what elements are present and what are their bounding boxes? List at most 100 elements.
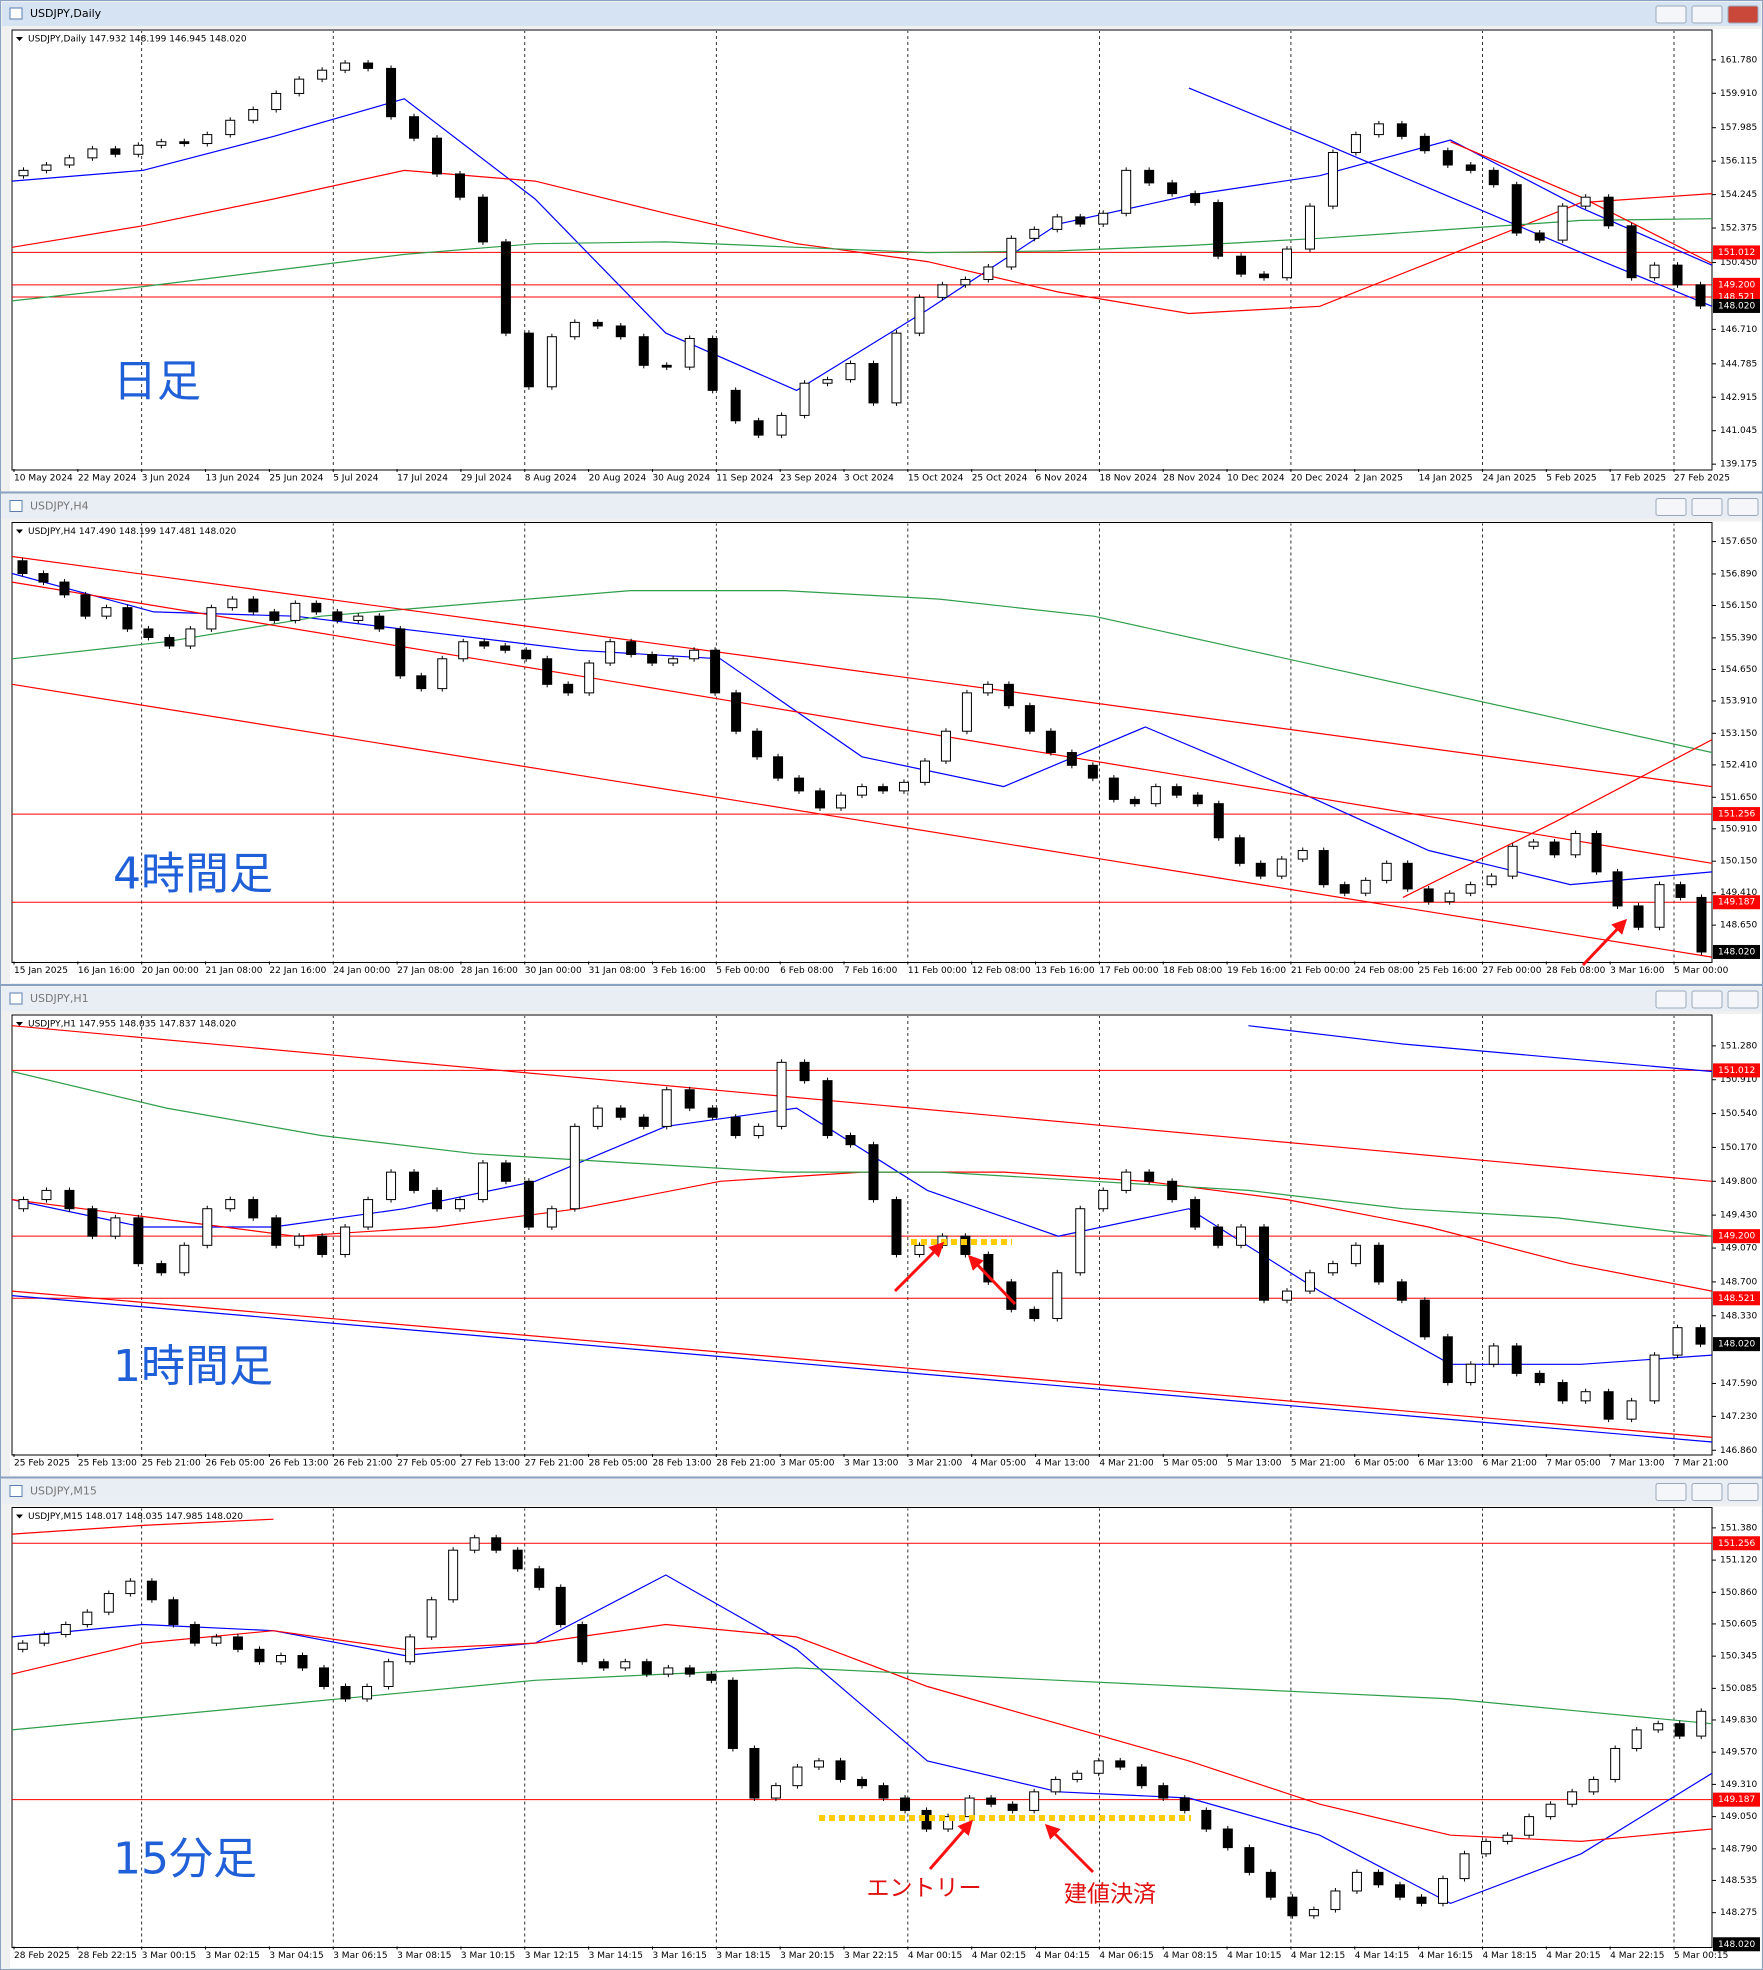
maximize-button[interactable] [1691, 498, 1723, 516]
y-tick-label: 156.890 [1720, 569, 1757, 579]
window-icon [9, 992, 23, 1005]
close-button[interactable] [1727, 990, 1759, 1009]
chart-info: USDJPY,H4 147.490 148.199 147.481 148.02… [28, 527, 237, 537]
candle [982, 683, 993, 694]
candle [1350, 1244, 1361, 1265]
candle [813, 1760, 824, 1768]
candle [943, 1816, 954, 1830]
candle [1024, 705, 1035, 732]
candle [822, 1080, 833, 1137]
candle [87, 1208, 98, 1237]
candle [1567, 1791, 1578, 1805]
candle [1144, 169, 1155, 184]
price-tag [1713, 807, 1760, 822]
candle [1695, 1327, 1706, 1345]
y-tick-label: 148.700 [1720, 1277, 1757, 1287]
candle [1093, 1760, 1104, 1774]
x-tick-label: 27 Feb 05:00 [397, 1459, 456, 1469]
x-tick-label: 25 Feb 13:00 [78, 1459, 137, 1469]
plot-border [11, 1507, 1713, 1948]
candle [469, 1537, 480, 1551]
candle [454, 173, 465, 198]
candle [1276, 858, 1287, 877]
indicator-line [12, 1295, 1712, 1443]
candle [615, 325, 626, 338]
candle [110, 1217, 121, 1237]
x-tick-label: 27 Feb 13:00 [461, 1459, 520, 1469]
x-tick-label: 31 Jan 08:00 [589, 966, 646, 976]
candle [1213, 202, 1224, 257]
candle [1419, 1299, 1430, 1338]
info-marker [16, 529, 23, 534]
candle [1524, 1816, 1535, 1836]
last-price-tag [1713, 1937, 1760, 1952]
price-tag [1713, 895, 1760, 910]
x-tick-label: 3 Mar 16:00 [1610, 966, 1665, 976]
x-tick-label: 3 Mar 05:00 [780, 1459, 835, 1469]
candle [776, 1061, 787, 1127]
candle [479, 641, 490, 647]
candle [232, 1636, 243, 1650]
x-tick-label: 3 Mar 04:15 [269, 1951, 323, 1961]
candle [868, 1144, 879, 1201]
candle [1045, 730, 1056, 754]
candle [900, 1797, 911, 1811]
candle [1442, 150, 1453, 166]
x-tick-label: 23 Sep 2024 [780, 474, 837, 484]
y-tick-label: 154.245 [1720, 190, 1757, 200]
candle [133, 1217, 144, 1265]
candle [857, 786, 867, 796]
candle [749, 1747, 760, 1799]
price-tag-label: 149.200 [1718, 1232, 1755, 1242]
chart-window: USDJPY,H4 15 Jan 2025 16 Jan 16:00 20 Jan 0… [0, 492, 1763, 985]
maximize-button[interactable] [1691, 990, 1723, 1009]
x-tick-label: 8 Aug 2024 [525, 474, 577, 484]
x-tick-label: 28 Feb 2025 [14, 1951, 70, 1961]
x-tick-label: 28 Jan 16:00 [461, 966, 518, 976]
chart-window: USDJPY,M15 28 Feb 2025 28 Feb 22:15 3 Mar 0… [0, 1477, 1763, 1970]
candle [668, 658, 679, 664]
minimize-button[interactable] [1655, 498, 1687, 516]
close-button[interactable] [1727, 1483, 1759, 1501]
candle [39, 1633, 50, 1644]
minimize-button[interactable] [1655, 5, 1687, 24]
candle [1029, 1308, 1040, 1320]
x-tick-label: 3 Mar 18:15 [716, 1951, 770, 1961]
x-tick-label: 4 Mar 12:15 [1291, 1951, 1345, 1961]
x-tick-label: 15 Jan 2025 [14, 966, 68, 976]
y-tick-label: 155.390 [1720, 633, 1757, 643]
candle [1350, 134, 1361, 153]
candle [179, 141, 190, 145]
candle [663, 1667, 674, 1675]
x-tick-label: 3 Mar 22:15 [844, 1951, 898, 1961]
plot [12, 31, 1712, 468]
minimize-button[interactable] [1655, 990, 1687, 1009]
y-tick-label: 149.050 [1720, 1812, 1757, 1822]
candle [353, 615, 364, 621]
x-tick-label: 11 Sep 2024 [716, 474, 773, 484]
last-price-label: 148.020 [1718, 1940, 1755, 1950]
candle [1108, 777, 1119, 800]
candle [1442, 1336, 1453, 1384]
candle [898, 781, 909, 792]
candle [1633, 905, 1644, 928]
price-tag-label: 149.200 [1718, 280, 1755, 290]
x-tick-label: 5 Feb 2025 [1546, 474, 1596, 484]
candle [1236, 255, 1247, 275]
candle [845, 363, 856, 381]
candle [919, 760, 930, 783]
maximize-button[interactable] [1691, 5, 1723, 24]
candle [1192, 794, 1203, 805]
candle [1557, 205, 1568, 241]
y-tick-label: 150.450 [1720, 258, 1757, 268]
candle [523, 1180, 534, 1228]
close-button[interactable] [1727, 498, 1759, 516]
candle [1190, 1199, 1201, 1228]
candle [1167, 1180, 1178, 1201]
close-button[interactable] [1727, 5, 1759, 24]
maximize-button[interactable] [1691, 1483, 1723, 1501]
candle [248, 1199, 259, 1219]
candle [563, 683, 574, 694]
minimize-button[interactable] [1655, 1483, 1687, 1501]
x-tick-label: 22 Jan 16:00 [269, 966, 326, 976]
